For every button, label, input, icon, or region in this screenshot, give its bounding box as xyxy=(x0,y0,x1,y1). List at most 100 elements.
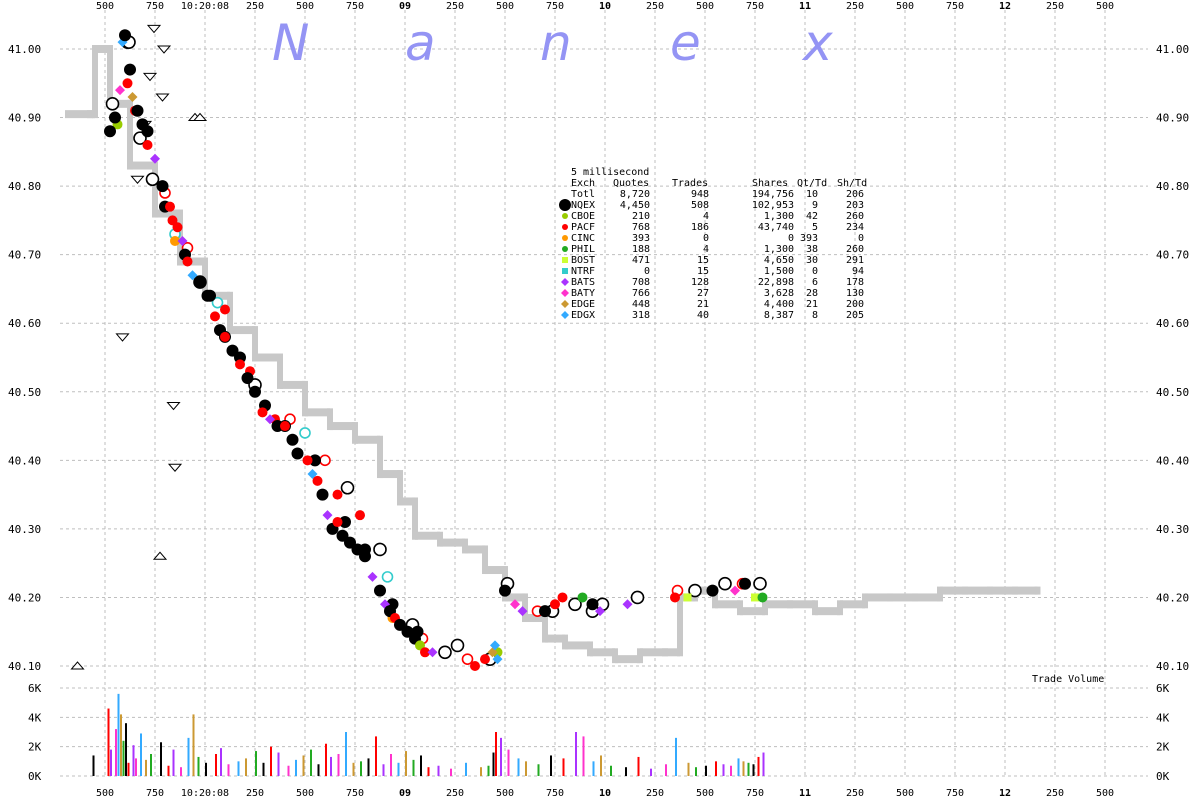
price-tick-label: 40.70 xyxy=(8,249,41,262)
volume-bar xyxy=(437,765,440,776)
nbbo-segment xyxy=(305,408,330,417)
legend-cell: 5 xyxy=(812,222,818,233)
volume-bar xyxy=(695,767,697,776)
volume-bar xyxy=(675,737,677,776)
legend-row-phil: PHIL 188 4 1,300 38 260 xyxy=(562,244,864,255)
volume-bar xyxy=(270,746,272,776)
volume-bar xyxy=(135,758,137,776)
trade-marker xyxy=(427,647,438,658)
legend-cell: 4 xyxy=(703,244,709,255)
nbbo-segment xyxy=(130,161,155,170)
trade-marker xyxy=(757,592,768,603)
legend-cell: 43,740 xyxy=(758,222,794,233)
volume-bar xyxy=(367,758,370,776)
trade-marker xyxy=(104,125,116,138)
legend-cell: 200 xyxy=(846,299,864,310)
x-axis-bottom: 500 750 10:20:08 250 500 750 09 250 500 750 10 250 5… xyxy=(96,788,1114,799)
legend-cell: 0 xyxy=(644,266,650,277)
trade-marker xyxy=(182,256,193,267)
nbbo-segment xyxy=(865,593,890,602)
legend-cell: 8 xyxy=(812,310,818,321)
nbbo-segment xyxy=(815,607,840,616)
legend-cell: 206 xyxy=(846,189,864,200)
trade-marker xyxy=(241,372,254,385)
legend-cell: 28 xyxy=(806,288,818,299)
x-tick-label: 750 xyxy=(946,788,964,799)
legend-cell: 9 xyxy=(812,200,818,211)
volume-bar xyxy=(487,765,490,776)
legend-row-nqex: NQEX 4,450 508 102,953 9 203 xyxy=(559,199,864,211)
quote-triangle xyxy=(142,72,158,82)
x-tick-label: 500 xyxy=(896,788,914,799)
trade-marker xyxy=(577,592,588,603)
nbbo-segment xyxy=(915,593,940,602)
quote-marker xyxy=(124,63,136,76)
quote-marker xyxy=(340,480,355,495)
trade-marker xyxy=(136,118,149,131)
trade-marker xyxy=(131,104,144,117)
x-tick-label: 10 xyxy=(599,1,611,12)
volume-bar xyxy=(215,754,217,776)
x-tick-label: 750 xyxy=(346,788,364,799)
nbbo-segment xyxy=(127,99,133,170)
legend-cell: CBOE xyxy=(571,211,595,222)
volume-bar xyxy=(650,768,652,776)
quote-triangle xyxy=(146,24,162,34)
volume-bar xyxy=(187,737,190,776)
volume-bar xyxy=(705,765,707,776)
price-tick-label: 40.30 xyxy=(8,523,41,536)
trade-marker xyxy=(470,661,480,671)
nbbo-segment xyxy=(327,408,333,431)
trade-marker xyxy=(480,654,490,665)
legend-cell: 448 xyxy=(632,299,650,310)
nbbo-segment xyxy=(330,422,355,431)
nbbo-segment xyxy=(252,326,258,362)
nbbo-segment xyxy=(302,380,308,417)
trade-marker xyxy=(595,606,605,617)
legend-cell: 102,953 xyxy=(752,200,794,211)
volume-bar xyxy=(277,752,280,776)
quote-marker xyxy=(105,97,120,111)
trade-marker xyxy=(109,111,121,124)
trade-marker xyxy=(706,584,719,597)
volume-bar xyxy=(262,762,265,776)
legend-marker xyxy=(561,289,569,297)
legend-marker xyxy=(562,224,568,230)
trade-marker xyxy=(420,647,430,658)
volume-bar xyxy=(562,758,565,776)
legend-cell: 508 xyxy=(691,200,709,211)
legend-cell: 318 xyxy=(632,310,650,321)
volume-bar xyxy=(687,762,690,776)
nbbo-segment xyxy=(665,648,680,657)
volume-bar xyxy=(737,758,740,776)
trade-marker xyxy=(539,605,551,618)
nbbo-segment xyxy=(712,586,718,609)
legend-cell: 15 xyxy=(697,255,709,266)
trade-marker xyxy=(359,550,371,563)
volume-bar xyxy=(330,756,332,776)
legend-cell: 291 xyxy=(846,255,864,266)
volume-bar xyxy=(197,756,200,776)
trade-marker xyxy=(670,592,680,603)
quote-triangle xyxy=(155,93,170,102)
watermark-letter: e xyxy=(670,14,701,72)
volume-bar xyxy=(132,745,135,776)
x-tick-label: 500 xyxy=(496,1,514,12)
legend-cell: 1,300 xyxy=(764,244,794,255)
volume-bar xyxy=(427,767,430,776)
legend-cell: Totl xyxy=(571,189,595,200)
price-tick-label: 40.90 xyxy=(8,112,41,125)
volume-bar xyxy=(752,764,755,776)
nbbo-segment xyxy=(380,470,400,479)
nbbo-segment xyxy=(230,326,255,335)
volume-bar xyxy=(205,762,207,776)
trade-marker xyxy=(210,311,220,322)
quote-marker xyxy=(299,427,311,439)
volume-bar xyxy=(255,751,257,776)
trade-marker xyxy=(751,593,759,602)
trade-marker xyxy=(332,517,343,528)
nbbo-segment xyxy=(465,545,485,554)
x-tick-label: 500 xyxy=(896,1,914,12)
